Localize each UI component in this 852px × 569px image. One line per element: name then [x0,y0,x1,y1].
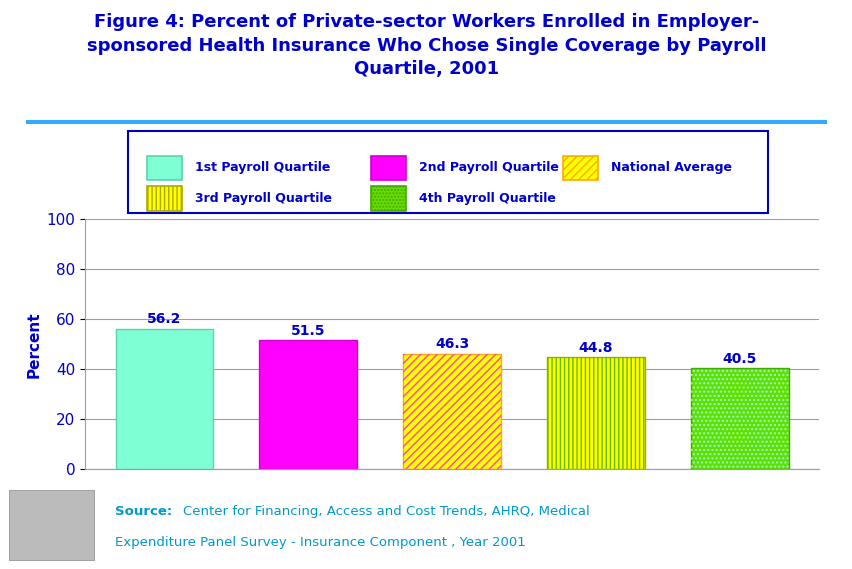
Text: Expenditure Panel Survey - Insurance Component , Year 2001: Expenditure Panel Survey - Insurance Com… [115,536,526,549]
Bar [403,353,500,469]
Bar [115,329,213,469]
Bar [546,357,644,469]
Text: Center for Financing, Access and Cost Trends, AHRQ, Medical: Center for Financing, Access and Cost Tr… [183,505,590,518]
Text: 56.2: 56.2 [147,312,181,326]
Bar [690,368,788,469]
Text: Figure 4: Percent of Private-sector Workers Enrolled in Employer-
sponsored Heal: Figure 4: Percent of Private-sector Work… [87,13,765,78]
Bar [546,357,644,469]
Text: National Average: National Average [610,162,731,175]
Text: 40.5: 40.5 [722,352,756,365]
Bar [259,340,357,469]
FancyBboxPatch shape [371,186,406,211]
Text: 1st Payroll Quartile: 1st Payroll Quartile [195,162,330,175]
Text: 46.3: 46.3 [435,337,469,351]
Bar [403,353,500,469]
Text: Source:: Source: [115,505,172,518]
FancyBboxPatch shape [562,156,597,180]
Text: 44.8: 44.8 [578,341,613,354]
Text: 2nd Payroll Quartile: 2nd Payroll Quartile [418,162,558,175]
Text: 3rd Payroll Quartile: 3rd Payroll Quartile [195,192,331,205]
Y-axis label: Percent: Percent [26,311,41,378]
Bar [690,368,788,469]
FancyBboxPatch shape [147,156,182,180]
Text: 4th Payroll Quartile: 4th Payroll Quartile [418,192,556,205]
Bar [9,489,94,560]
FancyBboxPatch shape [128,131,767,213]
FancyBboxPatch shape [371,156,406,180]
Text: 51.5: 51.5 [291,324,325,338]
FancyBboxPatch shape [147,186,182,211]
